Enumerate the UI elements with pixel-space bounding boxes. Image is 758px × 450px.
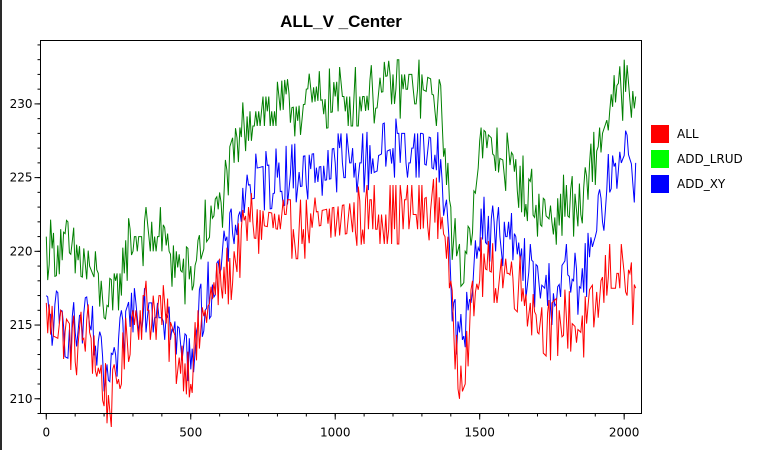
series-layer	[45, 59, 637, 428]
legend-label: ALL	[677, 126, 699, 141]
legend-swatch	[651, 124, 669, 143]
axis-layer: 0 500 1000 1500 2000 210 215 220 225 230	[10, 44, 640, 440]
legend-swatch	[651, 174, 669, 193]
x-tick-label: 2000	[609, 426, 640, 440]
plot-frame	[40, 40, 642, 414]
x-tick-label: 500	[179, 426, 202, 440]
legend-item: ADD_LRUD	[651, 146, 743, 171]
y-tick-label: 215	[10, 318, 33, 332]
y-tick-label: 230	[10, 97, 33, 111]
legend-item: ADD_XY	[651, 171, 743, 196]
x-tick-label: 1500	[464, 426, 495, 440]
window-left-edge	[0, 0, 2, 450]
series-line-add-lrud	[45, 59, 637, 320]
series-line-add-xy	[45, 118, 637, 392]
x-tick-label: 1000	[320, 426, 351, 440]
y-tick-label: 225	[10, 171, 33, 185]
legend: ALL ADD_LRUD ADD_XY	[651, 121, 743, 196]
legend-swatch	[651, 149, 669, 168]
x-tick-label: 0	[42, 426, 50, 440]
series-line-all	[45, 177, 637, 428]
legend-label: ADD_LRUD	[677, 151, 743, 166]
legend-item: ALL	[651, 121, 743, 146]
y-tick-label: 220	[10, 244, 33, 258]
y-tick-label: 210	[10, 392, 33, 406]
chart-title: ALL_V _Center	[280, 12, 402, 31]
legend-label: ADD_XY	[677, 176, 726, 191]
